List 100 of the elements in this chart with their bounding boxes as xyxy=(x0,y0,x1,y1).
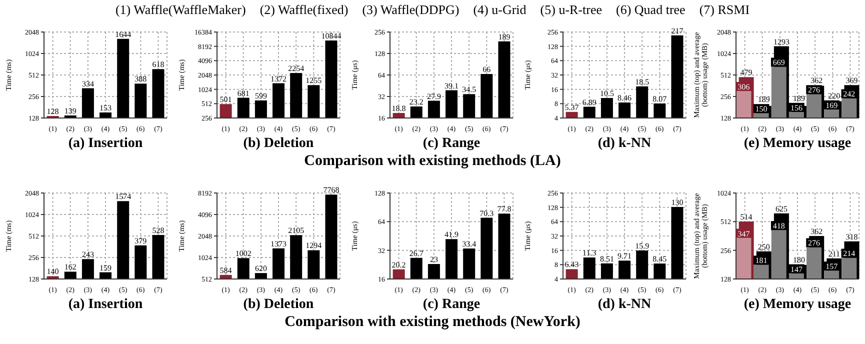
data-label: 8.46 xyxy=(618,94,632,103)
data-label: 388 xyxy=(134,74,147,84)
data-label: 159 xyxy=(100,263,112,272)
data-label: 514 xyxy=(740,212,752,222)
data-label: 369 xyxy=(846,76,858,86)
text: (b) Deletion xyxy=(242,297,315,313)
data-label: 23.2 xyxy=(409,97,424,106)
data-label: 2105 xyxy=(288,226,304,236)
data-label: 2254 xyxy=(288,64,304,74)
data-label: 10.5 xyxy=(600,89,614,98)
data-label: 347 xyxy=(738,229,750,238)
data-label: 1002 xyxy=(235,249,252,258)
data-label: 162 xyxy=(64,262,76,272)
text: (3) Waffle(DDPG) xyxy=(362,2,460,18)
text: (c) Range xyxy=(422,297,482,313)
data-label: 1372 xyxy=(270,74,287,84)
data-label: 130 xyxy=(671,198,684,208)
data-label: 34.5 xyxy=(462,85,476,94)
data-label: 7768 xyxy=(323,186,340,195)
data-label: 39.1 xyxy=(444,81,459,90)
data-label: 20.2 xyxy=(392,260,406,270)
text: (c) Range xyxy=(422,136,482,152)
data-label: 156 xyxy=(790,103,802,112)
text: (d) k-NN xyxy=(596,297,652,313)
data-label: 23 xyxy=(430,254,438,264)
data-label: 11.3 xyxy=(582,248,596,258)
data-label: 1255 xyxy=(306,76,322,86)
data-label: 276 xyxy=(808,86,820,95)
data-label: 27.9 xyxy=(426,92,441,101)
data-label: 15.9 xyxy=(635,241,650,250)
data-label: 418 xyxy=(772,222,785,231)
data-label: 379 xyxy=(134,236,147,246)
data-label: 153 xyxy=(100,103,112,112)
data-label: 669 xyxy=(772,58,785,68)
data-label: 6.89 xyxy=(582,98,596,107)
text: Comparison with existing methods (NewYork) xyxy=(284,314,582,331)
data-label: 189 xyxy=(498,32,510,42)
data-label: 70.3 xyxy=(480,208,494,218)
data-label: 8.45 xyxy=(652,254,667,264)
data-label: 8.51 xyxy=(600,254,614,264)
data-label: 140 xyxy=(46,267,59,276)
data-label: 242 xyxy=(843,90,856,99)
data-label: 217 xyxy=(671,26,684,36)
text: (4) u-Grid xyxy=(473,2,526,18)
data-label: 362 xyxy=(810,227,823,236)
text: (d) k-NN xyxy=(596,136,652,152)
data-label: 625 xyxy=(775,204,788,214)
data-label: 1293 xyxy=(773,37,790,46)
text: (6) Quad tree xyxy=(616,2,686,18)
data-label: 1644 xyxy=(115,30,132,39)
data-label: 211 xyxy=(828,249,840,258)
data-label: 189 xyxy=(793,94,806,103)
data-label: 334 xyxy=(82,79,94,88)
data-label: 147 xyxy=(790,264,802,274)
data-label: 214 xyxy=(843,249,856,258)
text: (e) Memory usage xyxy=(742,297,852,313)
data-label: 150 xyxy=(755,104,768,114)
data-label: 5.37 xyxy=(564,102,579,112)
data-label: 501 xyxy=(220,95,232,104)
data-label: 1574 xyxy=(115,192,132,202)
data-label: 528 xyxy=(152,226,164,236)
data-label: 1373 xyxy=(270,239,287,248)
data-label: 66 xyxy=(482,65,491,74)
data-label: 220 xyxy=(828,91,840,100)
text: (b) Deletion xyxy=(242,136,315,152)
data-label: 599 xyxy=(254,91,267,100)
text: Comparison with existing methods (LA) xyxy=(303,153,562,170)
data-label: 1294 xyxy=(306,241,322,250)
text: (2) Waffle(fixed) xyxy=(260,2,348,18)
data-label: 18.5 xyxy=(635,77,650,86)
text: (a) Insertion xyxy=(67,136,144,152)
data-label: 26.7 xyxy=(409,248,424,258)
data-label: 33.4 xyxy=(462,240,476,249)
data-label: 10844 xyxy=(321,32,342,41)
data-label: 620 xyxy=(254,264,267,274)
data-label: 157 xyxy=(826,262,838,272)
data-label: 189 xyxy=(758,95,770,104)
data-label: 180 xyxy=(793,255,806,264)
data-label: 181 xyxy=(755,256,768,266)
data-label: 128 xyxy=(46,107,59,116)
data-label: 681 xyxy=(237,88,250,98)
text: (a) Insertion xyxy=(67,297,144,313)
data-label: 276 xyxy=(808,238,820,248)
text: (7) RSMI xyxy=(699,2,750,18)
data-label: 618 xyxy=(152,60,164,70)
data-label: 169 xyxy=(826,100,838,110)
text: (e) Memory usage xyxy=(742,136,852,152)
data-label: 6.43 xyxy=(564,260,579,270)
data-label: 139 xyxy=(64,106,76,116)
data-label: 584 xyxy=(220,266,232,275)
text: (1) Waffle(WaffleMaker) xyxy=(115,2,246,18)
data-label: 18.8 xyxy=(392,104,406,113)
data-label: 41.9 xyxy=(444,230,459,240)
data-label: 362 xyxy=(810,76,823,86)
data-label: 318 xyxy=(846,232,858,242)
data-label: 250 xyxy=(758,242,770,252)
data-label: 77.8 xyxy=(497,204,512,214)
data-label: 8.07 xyxy=(652,94,667,104)
text: (5) u-R-tree xyxy=(540,2,602,18)
data-label: 479 xyxy=(740,68,752,78)
